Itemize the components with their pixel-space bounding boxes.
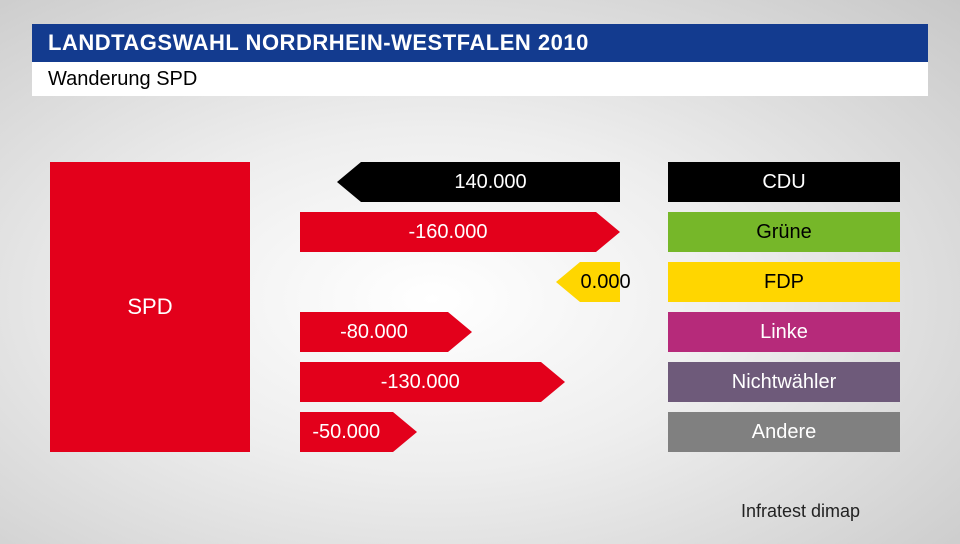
flow-row: -80.000 [300,312,620,352]
arrowhead-right-icon [541,362,565,402]
flow-row: 140.000 [300,162,620,202]
party-label: FDP [764,271,804,294]
arrowhead-right-icon [448,312,472,352]
flow-value: -130.000 [381,371,460,394]
party-box: FDP [668,262,900,302]
source-attribution: Infratest dimap [741,501,860,522]
arrowhead-left-icon [337,162,361,202]
subtitle-bar: Wanderung SPD [32,62,928,96]
party-labels-column: CDU Grüne FDP Linke Nichtwähler Andere [668,162,900,452]
title-bar: LANDTAGSWAHL NORDRHEIN-WESTFALEN 2010 [32,24,928,62]
flow-value: -50.000 [312,421,380,444]
flow-arrow: -130.000 [300,362,541,402]
party-label: Grüne [756,221,812,244]
page-title: LANDTAGSWAHL NORDRHEIN-WESTFALEN 2010 [48,30,589,56]
arrowhead-left-icon [556,262,580,302]
party-box: Grüne [668,212,900,252]
flow-value: 140.000 [454,171,526,194]
party-label: Andere [752,421,817,444]
party-box: CDU [668,162,900,202]
subject-party-label: SPD [127,294,172,320]
arrowhead-right-icon [596,212,620,252]
flow-arrow: 10.000 [580,262,620,302]
flow-row: -130.000 [300,362,620,402]
party-label: Nichtwähler [732,371,836,394]
flow-arrow: 140.000 [361,162,620,202]
flow-arrow: -80.000 [300,312,448,352]
flow-arrows-column: 140.000 -160.000 10.000 -80.000 -130.000 -50.… [300,162,620,452]
party-label: Linke [760,321,808,344]
flow-arrow: -50.000 [300,412,393,452]
flow-value: -80.000 [340,321,408,344]
flow-row: -50.000 [300,412,620,452]
page-subtitle: Wanderung SPD [48,68,197,91]
arrowhead-right-icon [393,412,417,452]
party-label: CDU [762,171,805,194]
party-box: Andere [668,412,900,452]
subject-party-box: SPD [50,162,250,452]
flow-arrow: -160.000 [300,212,596,252]
flow-value: -160.000 [409,221,488,244]
party-box: Linke [668,312,900,352]
party-box: Nichtwähler [668,362,900,402]
flow-row: -160.000 [300,212,620,252]
flow-row: 10.000 [300,262,620,302]
